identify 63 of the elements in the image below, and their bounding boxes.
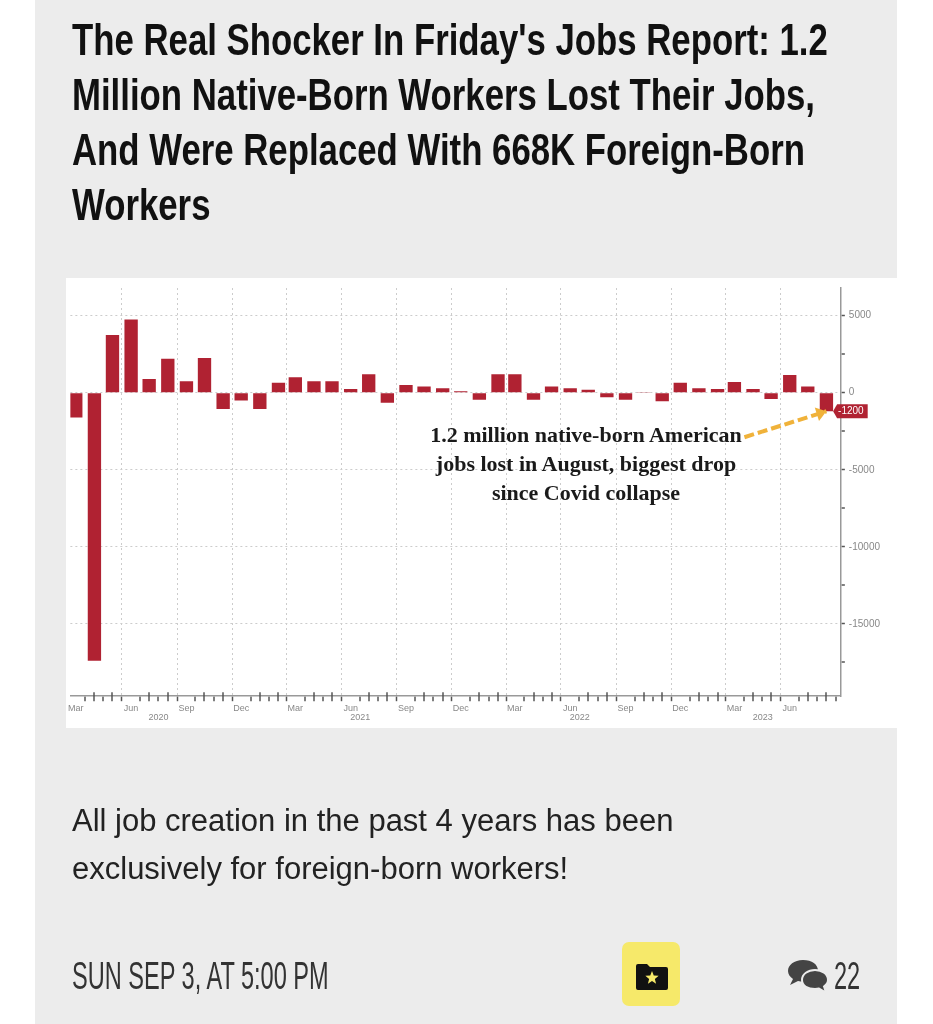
x-tick-label: Mar [68, 703, 84, 714]
bar [727, 381, 742, 393]
x-tick-label: Jun [562, 703, 578, 714]
text: SUN SEP 3, AT 5:00 PM [72, 954, 329, 998]
x-tick-label: Jun [782, 703, 797, 714]
bar [692, 388, 706, 393]
x-tick-label: Sep [397, 703, 414, 714]
bar [746, 388, 760, 393]
y-tick-label: 0 [848, 386, 855, 398]
x-tick-label: Jun [343, 703, 358, 714]
annotation: -1200 [838, 405, 865, 417]
bar [655, 393, 669, 402]
bar [179, 381, 194, 393]
text: All job creation in the past 4 years has been exclusively for foreign-born workers! [72, 802, 675, 888]
y-tick-label: -10000 [848, 540, 881, 552]
bar [436, 388, 450, 393]
bar [508, 374, 522, 393]
bar [325, 381, 339, 393]
text: 2023 [752, 712, 773, 723]
x-tick-label: Mar [507, 703, 523, 714]
annotation: 1.2 million native-born American jobs lost in August, biggest drop since Covid collapse [430, 421, 742, 505]
bar [124, 319, 138, 393]
bar [362, 374, 376, 393]
bar [491, 374, 505, 393]
x-tick-label: Sep [617, 703, 634, 714]
bar [197, 358, 212, 393]
bar [600, 393, 614, 398]
bar [563, 388, 577, 393]
bar [142, 378, 156, 393]
text: 22 [834, 954, 861, 998]
bar [87, 393, 102, 661]
bar [618, 393, 633, 400]
bar [526, 393, 541, 400]
text: 2020 [148, 712, 169, 723]
bar [216, 393, 230, 409]
bar [783, 375, 797, 393]
chart-title: The Real Shocker In Friday's Jobs Report: 1.2 Million Native-Born Workers Lost Their Jobs, And Were Replaced With 668K Foreign-Born Workers [72, 14, 829, 231]
bar [307, 381, 321, 393]
y-tick-label: 5000 [848, 309, 872, 321]
x-tick-label: Dec [672, 703, 689, 714]
x-tick-label: Mar [726, 703, 743, 714]
text: 2022 [569, 712, 590, 723]
bar [764, 393, 778, 399]
y-tick-label: -15000 [848, 617, 881, 629]
x-tick-label: Dec [233, 703, 250, 714]
bar [472, 393, 487, 400]
x-tick-label: Mar [287, 703, 304, 714]
x-tick-label: Sep [178, 703, 195, 714]
bar [253, 393, 267, 409]
bar [70, 393, 83, 418]
bar [288, 377, 302, 393]
y-tick-label: -5000 [848, 463, 875, 475]
bar [234, 393, 248, 401]
bar [399, 385, 413, 393]
bar [417, 386, 431, 393]
bar [105, 334, 120, 393]
x-tick-label: Dec [452, 703, 470, 714]
x-tick-label: Jun [123, 703, 139, 714]
bar [380, 393, 395, 403]
bar [271, 382, 286, 393]
bar [161, 358, 175, 393]
text: 2021 [350, 712, 371, 723]
bar [673, 382, 687, 393]
